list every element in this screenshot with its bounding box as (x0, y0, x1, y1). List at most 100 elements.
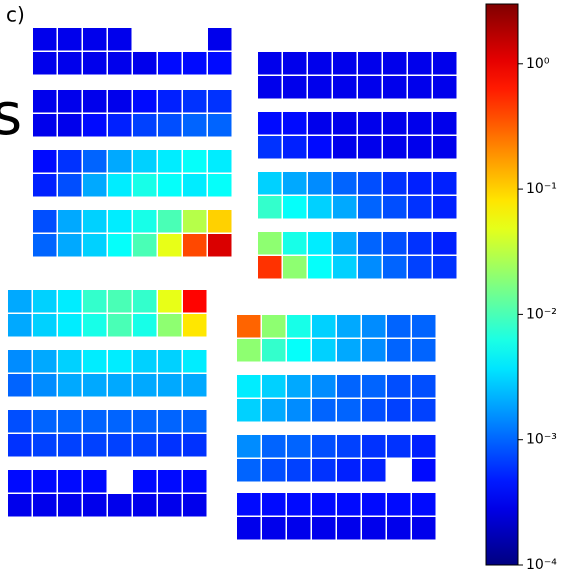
detector-tile (183, 150, 207, 173)
detector-tile (133, 410, 157, 433)
detector-tile (362, 493, 386, 516)
detector-tile (262, 459, 286, 482)
detector-tile (237, 399, 261, 422)
detector-tile (237, 493, 261, 516)
detector-tile (183, 494, 207, 517)
detector-tile (308, 232, 332, 255)
detector-tile (433, 76, 457, 99)
detector-tile (108, 314, 132, 337)
detector-tile (337, 435, 361, 458)
detector-tile (83, 470, 107, 493)
detector-tile (183, 314, 207, 337)
detector-tile (108, 150, 132, 173)
detector-tile (83, 114, 107, 137)
detector-tile (158, 350, 182, 373)
detector-tile (208, 28, 232, 51)
detector-tile (33, 410, 57, 433)
detector-tile (333, 136, 357, 159)
detector-tile (108, 114, 132, 137)
detector-tile (408, 76, 432, 99)
detector-tile (133, 374, 157, 397)
detector-tile (308, 112, 332, 135)
detector-tile (33, 434, 57, 457)
detector-tile (383, 136, 407, 159)
detector-tile (333, 196, 357, 219)
detector-tile (362, 459, 386, 482)
detector-tile (183, 470, 207, 493)
detector-tile (133, 434, 157, 457)
detector-tile (8, 410, 32, 433)
detector-tile (362, 339, 386, 362)
detector-tile (133, 350, 157, 373)
detector-tile (8, 314, 32, 337)
detector-tile (412, 517, 436, 540)
detector-tile (158, 470, 182, 493)
detector-tile (337, 339, 361, 362)
detector-tile (358, 112, 382, 135)
detector-tile (158, 90, 182, 113)
detector-tile (8, 494, 32, 517)
detector-tile (408, 136, 432, 159)
detector-tile (258, 232, 282, 255)
detector-tile (408, 196, 432, 219)
detector-tile (283, 232, 307, 255)
detector-tile (333, 76, 357, 99)
detector-tile (433, 196, 457, 219)
detector-tile (158, 52, 182, 75)
detector-tile (308, 196, 332, 219)
detector-tile (8, 350, 32, 373)
detector-tile (8, 374, 32, 397)
detector-tile (433, 232, 457, 255)
detector-tile (283, 172, 307, 195)
detector-tile (308, 52, 332, 75)
detector-tile (237, 435, 261, 458)
detector-tile (358, 196, 382, 219)
detector-tile (312, 315, 336, 338)
detector-tile (358, 52, 382, 75)
detector-tile (283, 196, 307, 219)
colorbar-tick-label: 10⁻³ (526, 432, 557, 448)
detector-tile (262, 493, 286, 516)
detector-tile (133, 314, 157, 337)
detector-tile (337, 493, 361, 516)
detector-tile (312, 493, 336, 516)
detector-tile (183, 350, 207, 373)
colorbar-tick-label: 10⁻² (526, 306, 557, 322)
detector-tile (33, 114, 57, 137)
detector-tile (387, 435, 411, 458)
detector-tile (8, 470, 32, 493)
detector-tile (158, 434, 182, 457)
detector-tile (408, 52, 432, 75)
detector-tile (33, 150, 57, 173)
detector-tile (412, 375, 436, 398)
detector-tile (383, 196, 407, 219)
detector-tile (433, 256, 457, 279)
detector-tile (237, 375, 261, 398)
detector-tile (337, 459, 361, 482)
detector-tile (83, 174, 107, 197)
detector-tile (308, 172, 332, 195)
detector-tile (83, 90, 107, 113)
detector-tile (33, 374, 57, 397)
detector-tile (358, 136, 382, 159)
detector-tile (133, 470, 157, 493)
detector-tile (333, 52, 357, 75)
detector-tile (83, 350, 107, 373)
chart: s c) 10⁰10⁻¹10⁻²10⁻³10⁻⁴ (0, 0, 574, 573)
detector-tile (287, 399, 311, 422)
detector-tile (258, 52, 282, 75)
detector-tile (358, 76, 382, 99)
detector-tile (287, 435, 311, 458)
detector-tile (33, 174, 57, 197)
detector-tile (33, 314, 57, 337)
detector-tile (208, 150, 232, 173)
detector-tile (33, 28, 57, 51)
detector-tile (33, 494, 57, 517)
detector-tile (412, 459, 436, 482)
detector-tile (362, 399, 386, 422)
detector-tile (262, 517, 286, 540)
detector-tile (333, 172, 357, 195)
detector-tile (33, 470, 57, 493)
detector-tile (262, 315, 286, 338)
detector-tile (183, 90, 207, 113)
